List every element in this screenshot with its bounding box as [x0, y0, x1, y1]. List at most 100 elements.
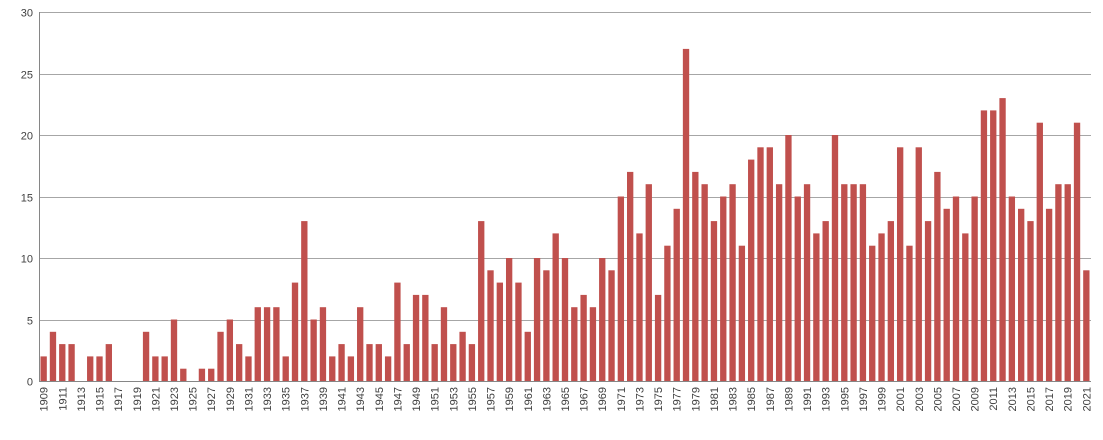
bar — [105, 344, 112, 381]
bar — [245, 356, 252, 381]
bar — [878, 233, 885, 381]
x-tick-label: 1959 — [504, 387, 516, 411]
bar — [561, 258, 569, 381]
bar — [748, 159, 755, 381]
bar — [608, 270, 615, 381]
bar — [850, 184, 857, 381]
x-tick-label: 1933 — [262, 387, 274, 411]
x-tick-label: 2005 — [932, 387, 944, 411]
bar — [524, 331, 531, 381]
bar — [1073, 122, 1081, 381]
bar — [347, 356, 355, 381]
bar — [338, 344, 345, 381]
bar — [1027, 221, 1034, 381]
bar — [682, 48, 690, 382]
bar — [952, 196, 960, 381]
bar — [692, 171, 699, 381]
bar — [720, 196, 727, 381]
bar — [384, 356, 392, 381]
x-tick-label: 1975 — [653, 387, 665, 411]
bar — [208, 368, 215, 381]
x-tick-label: 1961 — [523, 387, 535, 411]
bar — [599, 258, 606, 381]
x-tick-label: 2003 — [914, 387, 926, 411]
x-tick-label: 1969 — [597, 387, 609, 411]
x-tick-label: 1985 — [746, 387, 758, 411]
bar — [943, 208, 950, 381]
x-tick-label: 1997 — [858, 387, 870, 411]
bar — [375, 344, 382, 381]
x-tick-label: 1957 — [486, 387, 498, 411]
x-tick-label: 1925 — [188, 387, 200, 411]
bar — [859, 184, 867, 381]
bar — [757, 147, 764, 381]
x-tick-label: 1911 — [57, 387, 69, 411]
x-tick-label: 2011 — [988, 387, 1000, 411]
bar — [794, 196, 801, 381]
x-tick-label: 1993 — [821, 387, 833, 411]
x-tick-label: 1921 — [150, 387, 162, 411]
bar — [403, 344, 410, 381]
bar — [394, 282, 401, 381]
bar — [980, 110, 988, 382]
bar — [263, 307, 271, 381]
x-tick-label: 2013 — [1007, 387, 1019, 411]
x-tick-label: 1945 — [374, 387, 386, 411]
bar — [906, 245, 913, 381]
x-tick-label: 2015 — [1025, 387, 1037, 411]
x-tick-label: 2019 — [1063, 387, 1075, 411]
bar — [431, 344, 438, 381]
y-tick-label: 15 — [21, 193, 33, 205]
y-tick-label: 20 — [21, 131, 33, 143]
bar — [841, 184, 848, 381]
bar — [450, 344, 457, 381]
x-tick-label: 1999 — [877, 387, 889, 411]
bar — [515, 282, 522, 381]
x-tick-label: 2021 — [1081, 387, 1093, 411]
bar — [357, 307, 364, 381]
bar — [971, 196, 978, 381]
bar — [96, 356, 103, 381]
bar — [533, 258, 541, 381]
bar — [478, 221, 485, 381]
x-tick-label: 1995 — [839, 387, 851, 411]
x-tick-label: 1977 — [672, 387, 684, 411]
x-tick-label: 1927 — [206, 387, 218, 411]
bar — [152, 356, 159, 381]
bar — [813, 233, 820, 381]
bar — [180, 368, 187, 381]
bar — [673, 208, 680, 381]
x-tick-label: 1941 — [337, 387, 349, 411]
x-tick-label: 1915 — [95, 387, 107, 411]
x-tick-label: 1919 — [132, 387, 144, 411]
x-tick-label: 1909 — [39, 387, 51, 411]
x-tick-labels: 1909 1911 1913 1915 1917 1919 1921 1923 1925 1927… — [39, 387, 1094, 411]
x-tick-label: 2017 — [1044, 387, 1056, 411]
x-tick-label: 1931 — [243, 387, 255, 411]
x-tick-label: 1943 — [355, 387, 367, 411]
y-tick-label: 0 — [27, 377, 33, 389]
bar — [329, 356, 336, 381]
bar — [87, 356, 94, 381]
bar — [627, 171, 634, 381]
bar — [645, 184, 652, 381]
x-tick-label: 1937 — [299, 387, 311, 411]
bar — [729, 184, 736, 381]
bar — [1018, 208, 1025, 381]
bar — [412, 294, 420, 381]
axes — [39, 12, 1091, 382]
bar — [775, 184, 783, 381]
bar — [887, 221, 895, 381]
bar — [785, 135, 792, 381]
x-tick-label: 1979 — [690, 387, 702, 411]
x-tick-label: 1983 — [728, 387, 740, 411]
bar — [161, 356, 168, 381]
bar — [589, 307, 597, 381]
bar — [617, 196, 625, 381]
bar — [738, 245, 746, 381]
x-tick-label: 1913 — [76, 387, 88, 411]
bar — [273, 307, 280, 381]
x-tick-label: 1939 — [318, 387, 330, 411]
x-tick-label: 1987 — [765, 387, 777, 411]
bar — [990, 110, 997, 382]
